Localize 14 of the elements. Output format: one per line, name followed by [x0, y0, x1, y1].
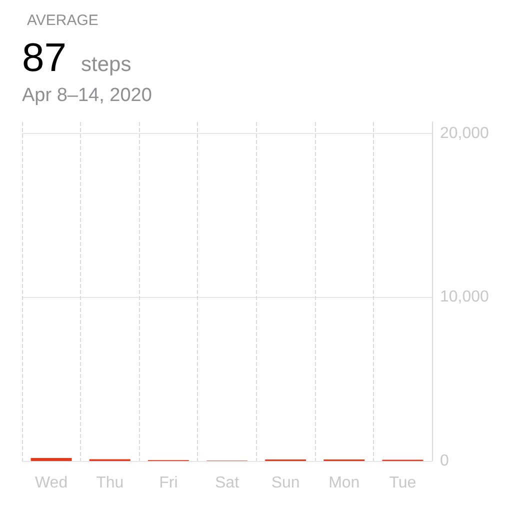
- x-tick-label: Sun: [271, 474, 300, 492]
- x-tick-label: Thu: [96, 474, 124, 492]
- chart-title: AVERAGE: [27, 12, 98, 29]
- y-tick-label: 0: [440, 452, 449, 470]
- y-tick-label: 20,000: [440, 124, 490, 142]
- x-tick-label: Tue: [389, 474, 416, 492]
- x-tick-label: Sat: [214, 474, 240, 492]
- x-tick-label: Wed: [34, 474, 68, 492]
- x-tick-label: Fri: [159, 474, 178, 492]
- text: steps: [81, 53, 132, 76]
- y-tick-label: 10,000: [440, 288, 490, 306]
- text: Apr 8–14, 2020: [22, 85, 152, 106]
- text: 87: [22, 36, 66, 80]
- x-tick-label: Mon: [328, 474, 360, 492]
